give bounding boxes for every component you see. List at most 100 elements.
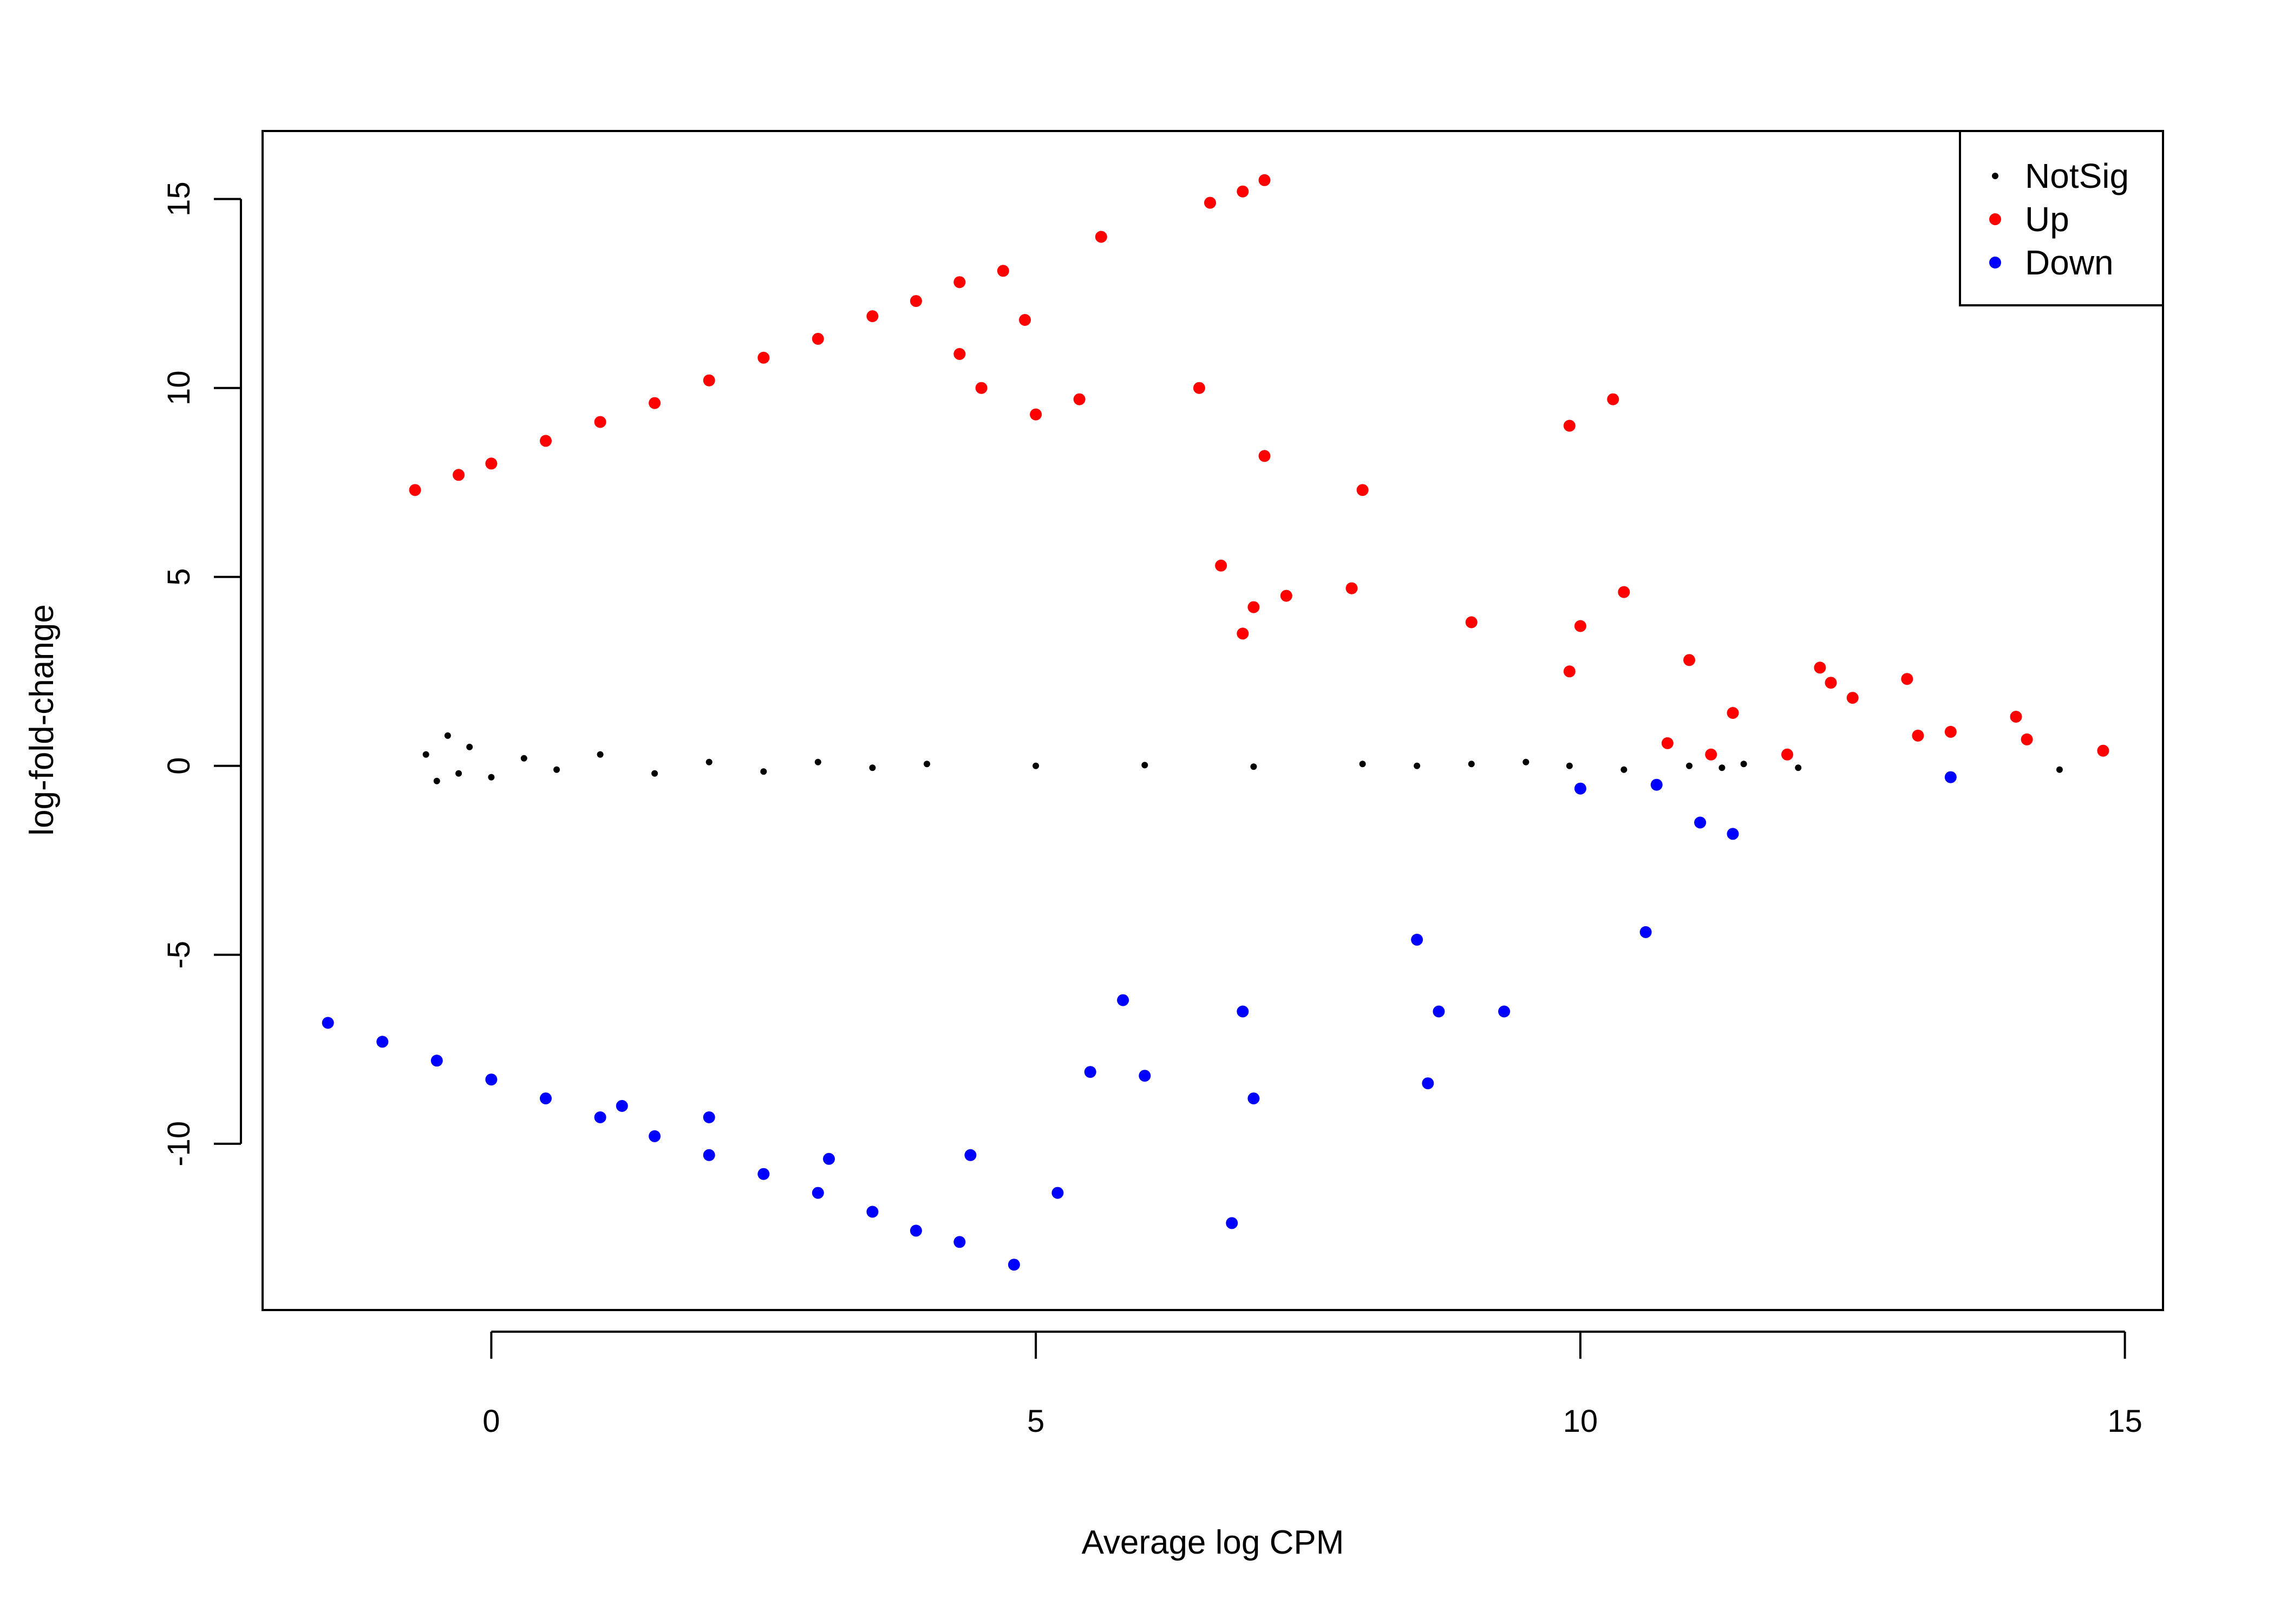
point-down-6 xyxy=(649,1130,661,1142)
legend-marker-up xyxy=(1989,213,2001,225)
legend: NotSig Up Down xyxy=(1959,130,2164,306)
point-up-31 xyxy=(1465,616,1478,628)
point-down-29 xyxy=(1650,778,1663,791)
point-up-32 xyxy=(1563,665,1576,678)
point-down-21 xyxy=(1433,1005,1445,1018)
point-up-41 xyxy=(1944,725,1957,738)
point-down-33 xyxy=(1237,1005,1249,1018)
point-down-30 xyxy=(823,1152,835,1165)
point-up-10 xyxy=(910,295,922,307)
point-up-12 xyxy=(997,265,1009,277)
point-up-48 xyxy=(1661,737,1674,749)
point-down-8 xyxy=(757,1168,770,1180)
point-up-20 xyxy=(1030,408,1042,421)
point-notsig-19 xyxy=(1414,762,1421,769)
point-notsig-2 xyxy=(444,732,451,739)
y-tick-label-4: 10 xyxy=(161,370,197,405)
point-notsig-6 xyxy=(520,755,527,762)
point-notsig-11 xyxy=(760,768,767,775)
point-up-0 xyxy=(409,484,421,496)
point-up-26 xyxy=(1607,393,1619,405)
point-up-6 xyxy=(703,374,715,387)
legend-entry-down: Down xyxy=(2025,243,2114,282)
x-tick-label-1: 5 xyxy=(1027,1404,1044,1439)
plot-frame xyxy=(262,130,2164,1311)
point-down-14 xyxy=(1051,1187,1064,1199)
x-tick-label-0: 0 xyxy=(482,1404,500,1439)
point-down-3 xyxy=(485,1073,498,1086)
point-notsig-1 xyxy=(433,777,440,784)
legend-entry-up: Up xyxy=(2025,200,2069,239)
point-up-13 xyxy=(1095,231,1107,243)
point-notsig-7 xyxy=(553,766,560,773)
point-notsig-10 xyxy=(705,758,713,765)
point-notsig-21 xyxy=(1522,758,1530,765)
point-down-28 xyxy=(1574,782,1586,795)
point-up-37 xyxy=(1825,677,1837,689)
legend-marker-down xyxy=(1989,257,2001,269)
point-up-17 xyxy=(953,348,966,360)
point-down-9 xyxy=(812,1187,824,1199)
point-notsig-13 xyxy=(869,764,876,771)
y-tick-label-5: 15 xyxy=(161,181,197,217)
point-notsig-8 xyxy=(597,751,604,758)
point-down-25 xyxy=(1694,816,1707,829)
point-down-19 xyxy=(1084,1066,1096,1078)
point-down-15 xyxy=(1226,1217,1238,1229)
point-down-22 xyxy=(1498,1005,1511,1018)
point-notsig-4 xyxy=(466,743,473,750)
x-axis-label: Average log CPM xyxy=(1082,1524,1344,1561)
point-down-5 xyxy=(594,1111,606,1123)
point-up-1 xyxy=(453,469,465,481)
point-notsig-15 xyxy=(1033,762,1040,769)
point-notsig-26 xyxy=(1740,761,1747,768)
point-up-16 xyxy=(1258,174,1271,186)
point-notsig-3 xyxy=(455,770,462,777)
point-up-7 xyxy=(757,351,770,364)
point-up-9 xyxy=(866,310,879,323)
point-notsig-24 xyxy=(1686,762,1693,769)
point-down-11 xyxy=(910,1224,922,1237)
point-up-44 xyxy=(2097,744,2109,757)
point-down-16 xyxy=(964,1149,977,1161)
point-up-36 xyxy=(1814,662,1826,674)
point-down-31 xyxy=(616,1100,628,1112)
y-tick-label-3: 5 xyxy=(161,568,197,586)
point-up-40 xyxy=(1912,729,1924,742)
point-down-10 xyxy=(866,1206,879,1218)
point-up-3 xyxy=(540,435,552,447)
point-up-27 xyxy=(1215,559,1227,572)
point-down-18 xyxy=(1139,1070,1151,1082)
x-tick-label-2: 10 xyxy=(1563,1404,1598,1439)
point-up-42 xyxy=(2010,711,2022,723)
point-notsig-22 xyxy=(1566,762,1573,769)
point-down-1 xyxy=(376,1036,389,1048)
point-down-4 xyxy=(540,1092,552,1105)
point-down-26 xyxy=(1727,828,1739,840)
point-down-0 xyxy=(322,1017,334,1029)
point-down-7 xyxy=(703,1149,715,1161)
point-up-30 xyxy=(1345,582,1358,594)
point-down-13 xyxy=(1008,1259,1020,1271)
y-axis-label: log-fold-change xyxy=(23,604,61,835)
point-down-20 xyxy=(1422,1077,1434,1090)
point-notsig-14 xyxy=(924,761,930,768)
y-tick-label-1: -5 xyxy=(161,941,197,969)
x-tick-label-3: 15 xyxy=(2107,1404,2142,1439)
point-up-34 xyxy=(1618,586,1630,598)
point-up-2 xyxy=(485,457,498,470)
point-up-24 xyxy=(1356,484,1369,496)
point-notsig-18 xyxy=(1359,761,1366,768)
point-up-25 xyxy=(1563,420,1576,432)
data-layer xyxy=(322,174,2109,1271)
point-notsig-0 xyxy=(422,751,429,758)
y-tick-label-0: -10 xyxy=(161,1121,197,1167)
point-down-12 xyxy=(953,1236,966,1248)
point-up-18 xyxy=(1019,314,1031,326)
point-up-39 xyxy=(1901,673,1913,685)
point-notsig-27 xyxy=(1795,764,1802,771)
point-up-46 xyxy=(1781,748,1793,761)
point-down-27 xyxy=(1944,771,1957,783)
legend-entry-notsig: NotSig xyxy=(2025,156,2129,195)
